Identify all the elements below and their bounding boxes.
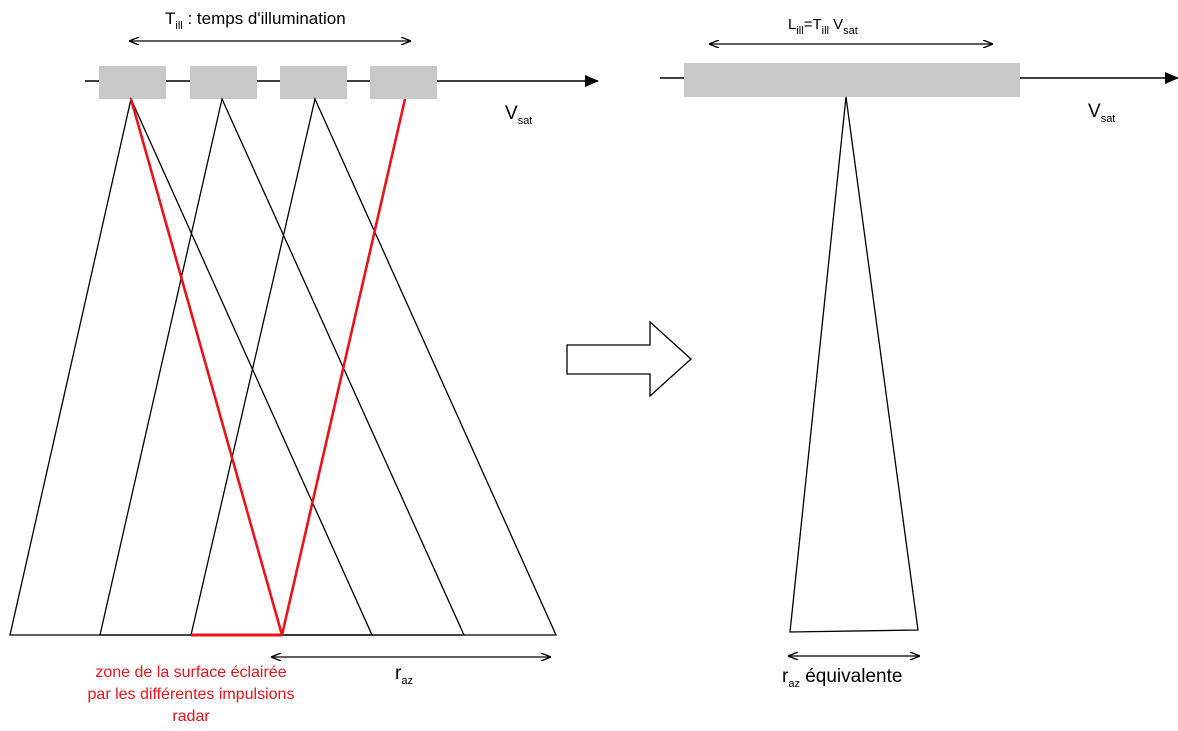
antenna-position-4 — [370, 66, 437, 99]
illumination-time-label: Till : temps d'illumination — [165, 9, 346, 32]
antenna-position-2 — [190, 66, 257, 99]
transformation-arrow — [566, 320, 692, 398]
illuminated-zone-caption: zone de la surface éclairée par les diff… — [56, 662, 326, 728]
synthetic-beam — [789, 96, 919, 633]
radar-beam-3 — [190, 96, 558, 636]
highlighted-beam-path — [129, 98, 407, 636]
antenna-position-1 — [99, 66, 166, 99]
right-velocity-label: Vsat — [1088, 101, 1116, 125]
radar-beam-1 — [9, 96, 374, 636]
caption-line-1: zone de la surface éclairée — [95, 664, 287, 681]
caption-line-2: par les différentes impulsions — [87, 686, 295, 703]
synthetic-length-label: Lill=Till Vsat — [788, 16, 858, 37]
azimuth-resolution-label: raz — [395, 663, 413, 687]
equivalent-resolution-label: raz équivalente — [782, 666, 903, 690]
left-velocity-label: Vsat — [505, 103, 533, 127]
caption-line-3: radar — [172, 708, 210, 725]
synthetic-antenna — [684, 63, 1020, 97]
antenna-position-3 — [280, 66, 347, 99]
